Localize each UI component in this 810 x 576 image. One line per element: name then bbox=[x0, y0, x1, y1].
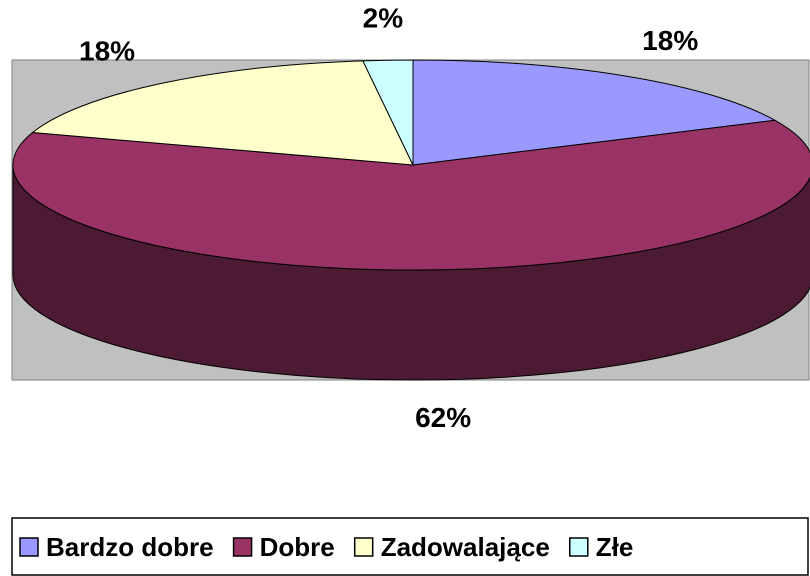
legend-label: Bardzo dobre bbox=[46, 532, 214, 562]
slice bbox=[31, 60, 414, 166]
legend-swatch bbox=[353, 537, 374, 557]
legend-label: Dobre bbox=[260, 532, 335, 562]
slice bbox=[12, 119, 810, 271]
data-label: 18% bbox=[642, 25, 698, 56]
legend-box bbox=[11, 517, 809, 576]
legend-swatch bbox=[232, 537, 253, 557]
data-label: 2% bbox=[363, 3, 404, 34]
legend-swatch bbox=[19, 537, 39, 557]
data-label: 62% bbox=[415, 402, 471, 433]
data-label: 18% bbox=[79, 36, 135, 67]
legend-label: Zadowalające bbox=[381, 532, 550, 562]
legend-label: Złe bbox=[596, 532, 634, 562]
slice bbox=[362, 59, 414, 166]
legend-swatch bbox=[569, 537, 589, 557]
slice bbox=[412, 59, 777, 166]
